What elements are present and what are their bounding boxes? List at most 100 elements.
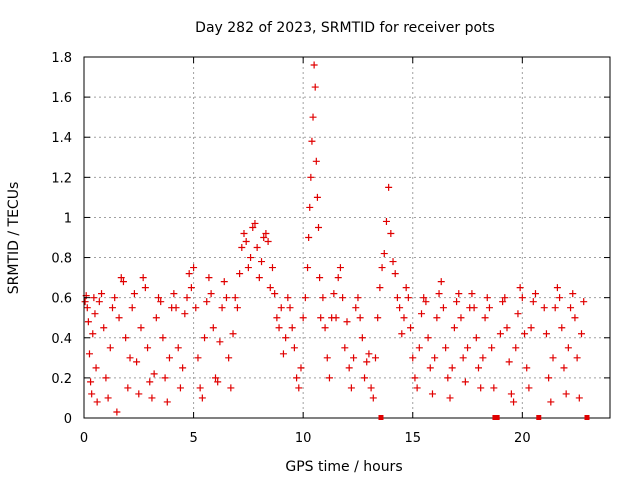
y-tick-label: 0.6 — [51, 292, 72, 307]
data-point — [258, 258, 266, 266]
data-point — [311, 83, 319, 91]
data-point — [380, 250, 388, 258]
data-point — [341, 344, 349, 352]
axis-ticks: 0 0.2 0.4 0.6 0.8 1 1.2 1.4 1.6 1.8 0 5 10 15 20 — [51, 51, 610, 446]
grid-lines — [84, 57, 610, 418]
data-point — [507, 390, 515, 398]
data-point — [551, 304, 559, 312]
data-point — [558, 324, 566, 332]
data-point — [312, 157, 320, 165]
data-point — [556, 294, 564, 302]
data-point — [455, 290, 463, 298]
data-point — [420, 294, 428, 302]
x-tick-label: 0 — [80, 431, 88, 446]
data-point — [139, 274, 147, 282]
data-point — [216, 338, 224, 346]
data-point — [450, 324, 458, 332]
y-tick-label: 1.6 — [51, 91, 72, 106]
data-point — [571, 314, 579, 322]
y-axis-label: SRMTID / TECUs — [6, 182, 22, 295]
data-point — [152, 314, 160, 322]
data-point — [83, 304, 91, 312]
data-point — [108, 304, 116, 312]
data-point — [155, 294, 163, 302]
data-point — [144, 344, 152, 352]
data-point — [531, 290, 539, 298]
data-point — [304, 264, 312, 272]
data-point — [212, 374, 219, 382]
data-point — [244, 264, 252, 272]
data-point — [205, 274, 213, 282]
x-tick-label: 10 — [295, 431, 312, 446]
data-point — [470, 304, 478, 312]
data-point — [236, 270, 244, 278]
data-point — [159, 334, 167, 342]
gap-marker — [584, 415, 590, 420]
data-point — [398, 330, 406, 338]
data-point — [85, 350, 93, 358]
data-point — [84, 318, 92, 326]
data-point — [518, 294, 526, 302]
data-point — [404, 294, 412, 302]
data-point — [260, 234, 268, 241]
gap-marker — [378, 415, 384, 420]
data-point — [163, 398, 171, 406]
data-point — [209, 324, 217, 332]
data-point — [222, 294, 230, 302]
data-point — [183, 294, 191, 302]
data-point — [214, 378, 222, 386]
data-point — [271, 290, 279, 298]
data-point — [89, 330, 97, 338]
data-point — [376, 284, 384, 292]
data-point — [185, 270, 193, 278]
data-point — [483, 294, 491, 302]
data-point — [547, 398, 555, 406]
data-point — [93, 398, 101, 406]
data-point — [124, 384, 132, 392]
data-point — [268, 264, 276, 272]
data-point — [448, 364, 456, 372]
data-point — [253, 244, 261, 252]
data-point — [305, 234, 313, 241]
data-point — [231, 294, 239, 302]
data-point — [88, 390, 96, 398]
data-point — [378, 264, 386, 272]
data-point — [350, 354, 358, 362]
x-tick-label: 15 — [404, 431, 421, 446]
data-point — [529, 298, 537, 306]
data-point — [446, 394, 454, 402]
gap-marker — [536, 415, 542, 420]
y-tick-label: 1.8 — [51, 51, 72, 66]
data-point — [542, 330, 550, 338]
gap-markers — [378, 415, 590, 420]
y-tick-label: 0.8 — [51, 252, 72, 267]
data-point — [573, 354, 581, 362]
data-point — [527, 324, 535, 332]
data-point — [321, 324, 329, 332]
data-point — [141, 284, 149, 292]
data-point — [301, 294, 309, 302]
data-point — [284, 294, 292, 302]
data-point — [130, 290, 138, 298]
data-point — [100, 324, 108, 332]
data-point — [485, 304, 493, 312]
data-point — [282, 334, 290, 342]
data-point — [233, 304, 241, 312]
data-point — [266, 284, 274, 292]
data-point — [367, 384, 375, 392]
data-point — [334, 274, 342, 282]
data-point — [119, 278, 127, 286]
data-point — [345, 364, 353, 372]
data-point — [553, 284, 561, 292]
data-point — [172, 304, 180, 312]
data-point — [356, 314, 364, 322]
data-point — [95, 298, 103, 306]
data-point — [161, 374, 169, 382]
data-point — [310, 61, 318, 69]
data-point — [91, 310, 99, 318]
data-point — [343, 318, 351, 326]
data-point — [578, 330, 586, 338]
data-point — [374, 314, 382, 322]
data-point — [115, 314, 123, 322]
data-point — [413, 384, 421, 392]
